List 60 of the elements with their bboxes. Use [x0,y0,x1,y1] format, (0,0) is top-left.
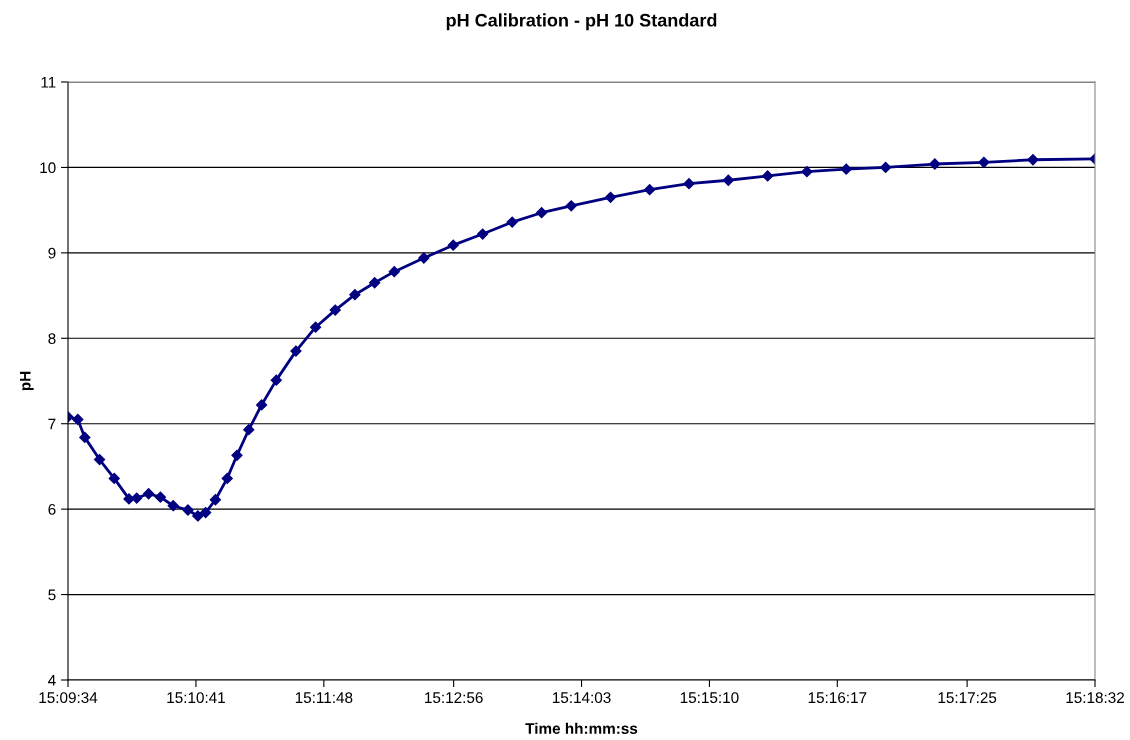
y-tick-label: 8 [48,333,56,344]
point [1027,154,1039,166]
point [167,500,179,512]
point [369,277,381,289]
point [565,200,577,212]
point [290,345,302,357]
x-tick-label: 15:18:32 [1066,692,1124,704]
y-tick-label: 4 [48,675,56,686]
point [722,174,734,186]
y-tick-label: 11 [41,77,56,88]
y-tick-label: 6 [48,504,56,515]
y-tick-label: 7 [48,418,56,430]
point [200,506,212,519]
point [388,266,400,278]
y-tick-label: 9 [48,247,56,259]
x-tick-label: 15:17:25 [938,692,997,704]
x-tick-label: 15:11:48 [295,692,353,704]
point [683,178,695,190]
point [880,161,892,174]
point [209,494,222,506]
point [536,207,548,219]
point [477,228,489,240]
point [255,399,268,411]
y-axis-title: pH [19,371,34,391]
point [506,216,518,228]
point [108,472,120,484]
point [243,424,255,436]
point [418,252,430,264]
point [270,374,282,386]
point [644,184,656,196]
point [329,304,341,316]
point [192,510,204,522]
point [221,472,233,484]
point [978,156,990,168]
point [604,191,617,203]
x-tick-label: 15:12:56 [425,692,483,704]
x-axis-title: Time hh:mm:ss [525,722,638,734]
point [154,491,167,503]
point [231,449,243,461]
point [801,166,813,178]
x-tick-label: 15:15:10 [680,692,739,704]
point [72,413,84,426]
x-tick-label: 15:09:34 [39,692,98,704]
point [929,158,941,170]
point [309,321,322,333]
point [131,492,143,504]
y-tick-label: 5 [48,589,56,601]
point [182,504,194,516]
x-tick-label: 15:14:03 [552,692,611,704]
y-tick-label: 10 [40,162,56,174]
point [349,289,361,301]
point [143,488,155,500]
point [79,431,91,443]
point [840,163,852,175]
x-tick-label: 15:16:17 [808,692,867,704]
point [93,453,106,466]
point [447,239,459,251]
chart-title: pH Calibration - pH 10 Standard [446,13,717,31]
x-tick-label: 15:10:41 [167,692,225,704]
point [762,170,774,182]
